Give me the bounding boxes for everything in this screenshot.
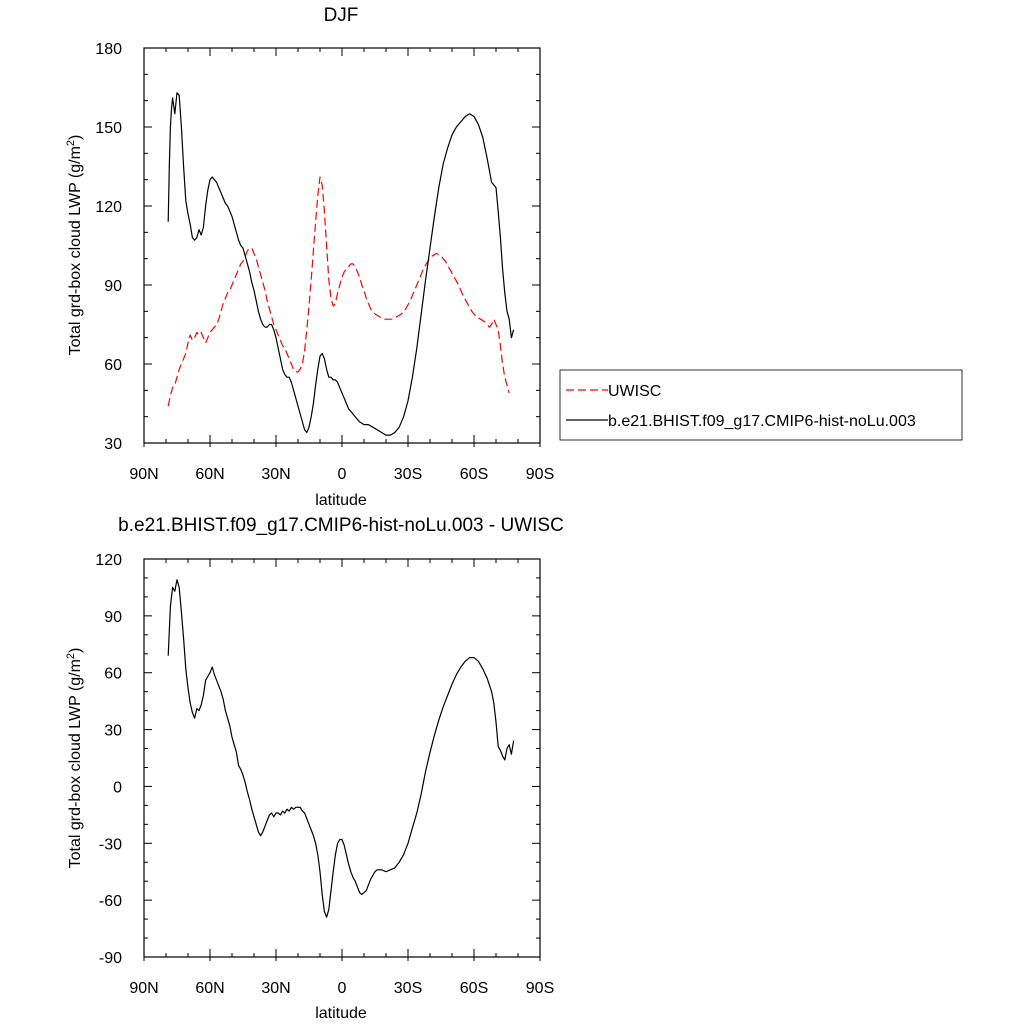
xtick-label: 30S <box>394 980 422 997</box>
bottom-series-group <box>167 579 515 918</box>
xtick-label: 90S <box>526 980 554 997</box>
top-tick-marks <box>143 47 541 447</box>
ytick-label: 60 <box>104 357 122 374</box>
ytick-label: -60 <box>99 893 122 910</box>
bottom-chart-title: b.e21.BHIST.f09_g17.CMIP6-hist-noLu.003 … <box>118 515 564 536</box>
top-chart-title: DJF <box>324 5 359 26</box>
difference-line <box>167 579 515 918</box>
top-yaxis-label-main: Total grd-box cloud LWP (g/m <box>67 146 84 355</box>
xtick-label: 0 <box>338 980 347 997</box>
top-yaxis-label-end: ) <box>67 135 84 140</box>
bottom-xtick-labels: 90N 60N 30N 0 30S 60S 90S <box>129 980 554 997</box>
top-xtick-labels: 90N 60N 30N 0 30S 60S 90S <box>129 466 554 483</box>
xtick-label: 60S <box>460 980 488 997</box>
ytick-label: 0 <box>113 779 122 796</box>
xtick-label: 90N <box>129 466 158 483</box>
xtick-label: 60S <box>460 466 488 483</box>
top-series-group <box>167 92 515 436</box>
legend-box <box>559 369 963 441</box>
ytick-label: 150 <box>95 120 122 137</box>
ytick-label: 60 <box>104 666 122 683</box>
ytick-label: 30 <box>104 723 122 740</box>
bottom-yaxis-label-sup: 2 <box>65 653 77 659</box>
legend-label-uwisc: UWISC <box>608 383 661 400</box>
bottom-tick-marks <box>143 558 541 961</box>
bottom-yaxis-label-end: ) <box>67 648 84 653</box>
bottom-ytick-labels: -90 -60 -30 0 30 60 90 120 <box>95 552 122 967</box>
legend-label-model: b.e21.BHIST.f09_g17.CMIP6-hist-noLu.003 <box>608 413 916 430</box>
xtick-label: 0 <box>338 466 347 483</box>
bottom-plot-frame <box>143 558 541 958</box>
ytick-label: 90 <box>104 609 122 626</box>
top-yaxis-label-sup: 2 <box>65 140 77 146</box>
model-line <box>167 92 515 436</box>
legend: UWISC b.e21.BHIST.f09_g17.CMIP6-hist-noL… <box>559 369 963 441</box>
xtick-label: 90N <box>129 980 158 997</box>
top-yaxis-label: Total grd-box cloud LWP (g/m2) <box>65 135 84 356</box>
bottom-chart: b.e21.BHIST.f09_g17.CMIP6-hist-noLu.003 … <box>65 515 564 1022</box>
bottom-yaxis-label: Total grd-box cloud LWP (g/m2) <box>65 648 84 869</box>
xtick-label: 90S <box>526 466 554 483</box>
ytick-label: 180 <box>95 41 122 58</box>
ytick-label: 30 <box>104 436 122 453</box>
bottom-xaxis-label: latitude <box>315 1005 367 1022</box>
xtick-label: 60N <box>195 980 224 997</box>
top-ytick-labels: 30 60 90 120 150 180 <box>95 41 122 453</box>
top-plot-frame <box>143 47 541 444</box>
ytick-label: -90 <box>99 950 122 967</box>
ytick-label: -30 <box>99 836 122 853</box>
xtick-label: 30S <box>394 466 422 483</box>
uwisc-line <box>167 176 510 407</box>
xtick-label: 30N <box>261 980 290 997</box>
xtick-label: 60N <box>195 466 224 483</box>
top-xaxis-label: latitude <box>315 492 367 509</box>
bottom-yaxis-label-main: Total grd-box cloud LWP (g/m <box>67 659 84 868</box>
ytick-label: 90 <box>104 278 122 295</box>
xtick-label: 30N <box>261 466 290 483</box>
ytick-label: 120 <box>95 199 122 216</box>
ytick-label: 120 <box>95 552 122 569</box>
